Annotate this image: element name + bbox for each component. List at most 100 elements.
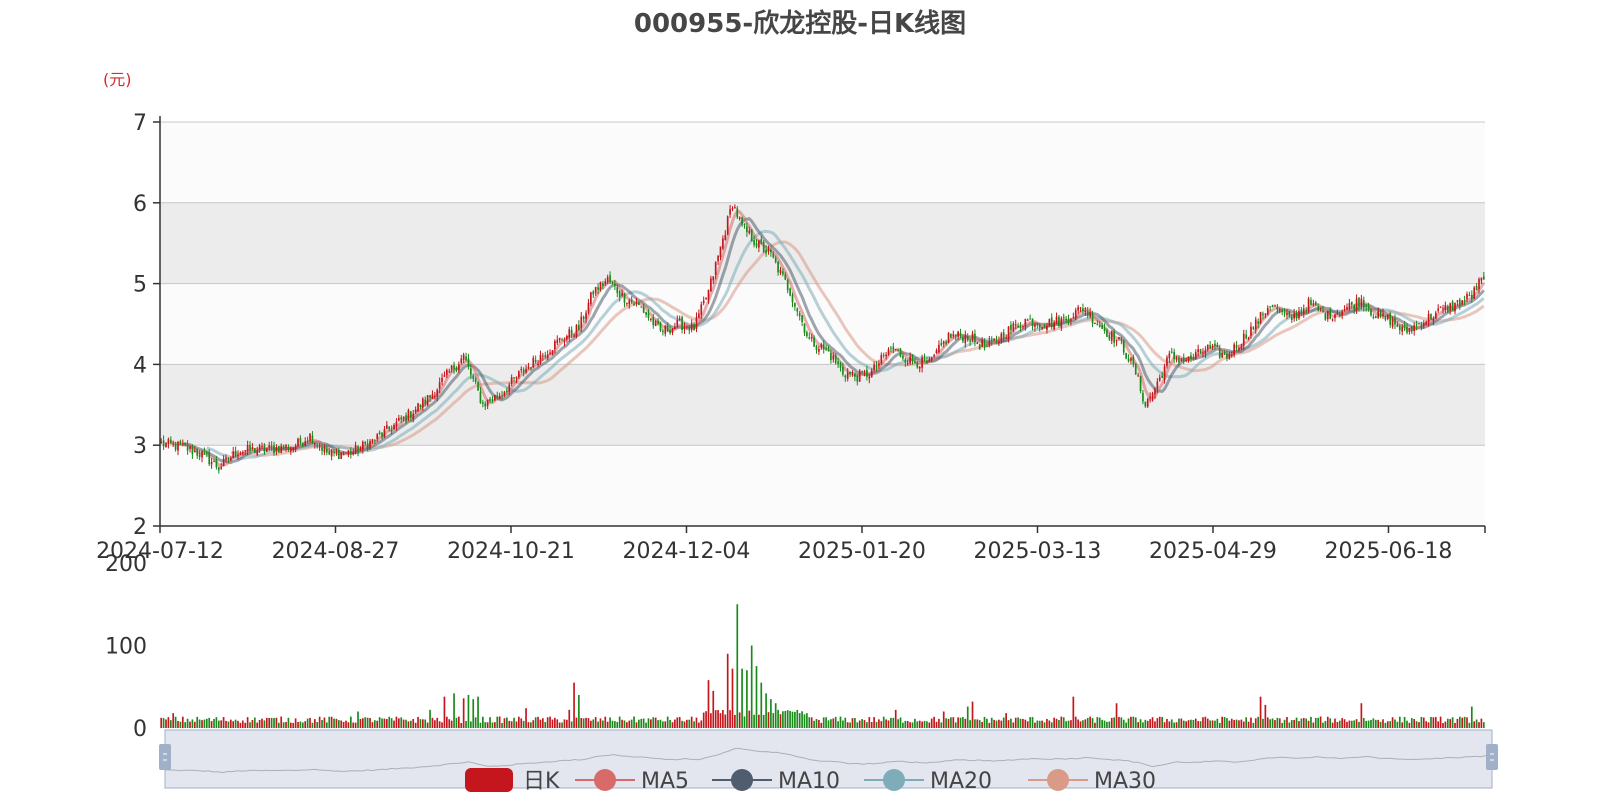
candle-body <box>1226 354 1228 359</box>
data-zoom-slider[interactable] <box>159 729 1498 789</box>
volume-bar <box>434 720 436 728</box>
candle-body <box>1305 309 1308 312</box>
candle-body <box>594 287 597 293</box>
candle-body <box>592 291 595 295</box>
volume-bar <box>710 713 712 728</box>
volume-bar <box>628 720 631 728</box>
candle-body <box>160 441 163 444</box>
volume-bar <box>371 722 374 728</box>
volume-bar <box>1034 722 1036 728</box>
volume-bar <box>1374 719 1377 728</box>
candle-body <box>515 377 518 379</box>
candle-body <box>397 418 400 421</box>
volume-bar <box>268 717 271 728</box>
volume-bar <box>1480 718 1483 728</box>
candle-body <box>1362 300 1365 308</box>
candle-body <box>1245 334 1248 339</box>
date-tick-label: 2025-01-20 <box>798 539 926 564</box>
candle-body <box>174 443 177 450</box>
candle-body <box>1125 353 1127 359</box>
volume-bar <box>1247 721 1250 728</box>
volume-bar <box>1468 722 1471 728</box>
candle-body <box>513 377 515 379</box>
candle-body <box>544 355 547 357</box>
volume-bar <box>1218 722 1221 728</box>
candle-body <box>486 399 489 406</box>
candle-body <box>1360 298 1363 306</box>
candle-body <box>825 348 827 350</box>
candle-body <box>402 416 405 419</box>
candle-body <box>1144 401 1147 407</box>
candle-body <box>803 323 806 333</box>
volume-bar <box>1425 721 1428 728</box>
volume-bar <box>323 717 326 728</box>
volume-bar <box>1120 717 1123 728</box>
volume-bar <box>885 719 887 728</box>
candle-body <box>820 344 823 348</box>
volume-bar <box>383 718 386 728</box>
candle-body <box>796 308 799 312</box>
volume-bar <box>477 696 479 728</box>
candle-body <box>858 370 861 382</box>
candle-body <box>1034 324 1036 327</box>
candle-body <box>882 354 885 356</box>
volume-bar <box>1230 718 1233 728</box>
candle-body <box>424 399 427 404</box>
candle-body <box>378 432 381 434</box>
volume-bar <box>234 719 237 728</box>
candle-body <box>734 207 736 209</box>
volume-bar <box>1038 720 1041 728</box>
candle-body <box>676 320 679 327</box>
candle-body <box>1434 312 1437 319</box>
volume-bar <box>333 718 335 728</box>
candle-body <box>1242 333 1245 346</box>
volume-bar <box>1319 716 1322 728</box>
volume-bar <box>275 717 278 728</box>
volume-bar <box>986 718 988 728</box>
volume-bar <box>249 722 251 728</box>
volume-bar <box>1391 717 1394 728</box>
volume-bar <box>301 722 304 728</box>
legend-swatch-marker <box>594 769 616 791</box>
volume-bar <box>822 717 825 728</box>
candle-body <box>335 451 338 453</box>
candle-body <box>431 394 434 399</box>
volume-bar <box>743 716 746 728</box>
candle-body <box>1396 324 1399 327</box>
volume-tick-label: 0 <box>133 717 147 742</box>
candle-body <box>1334 314 1336 318</box>
volume-bar <box>882 716 885 728</box>
volume-bar <box>782 711 784 728</box>
candle-body <box>1062 316 1065 318</box>
candle-body <box>1355 298 1358 312</box>
candle-body <box>1137 375 1139 377</box>
volume-bar <box>849 722 851 728</box>
volume-bar <box>287 717 290 728</box>
volume-bar <box>325 722 328 728</box>
volume-bar <box>909 722 911 728</box>
volume-bar <box>1276 717 1279 728</box>
volume-bar <box>640 718 643 728</box>
volume-bar <box>621 719 623 728</box>
candle-body <box>381 432 383 437</box>
candle-body <box>345 452 347 454</box>
volume-bar <box>940 722 943 728</box>
candle-body <box>407 409 410 420</box>
volume-bar <box>465 721 467 728</box>
volume-bar <box>484 722 487 728</box>
legend-label: MA5 <box>641 769 689 794</box>
price-band <box>160 202 1485 284</box>
volume-bar <box>431 717 434 728</box>
volume-bar <box>1274 720 1276 728</box>
candle-body <box>446 369 448 376</box>
candle-body <box>1180 358 1183 362</box>
candle-body <box>1233 344 1236 356</box>
volume-bar <box>722 709 724 728</box>
legend-label: MA30 <box>1094 769 1156 794</box>
candle-body <box>304 441 307 446</box>
candle-body <box>438 382 441 389</box>
candle-body <box>1463 300 1466 302</box>
candle-body <box>1398 326 1401 331</box>
volume-bar <box>1091 718 1094 728</box>
volume-bar <box>1103 720 1106 728</box>
